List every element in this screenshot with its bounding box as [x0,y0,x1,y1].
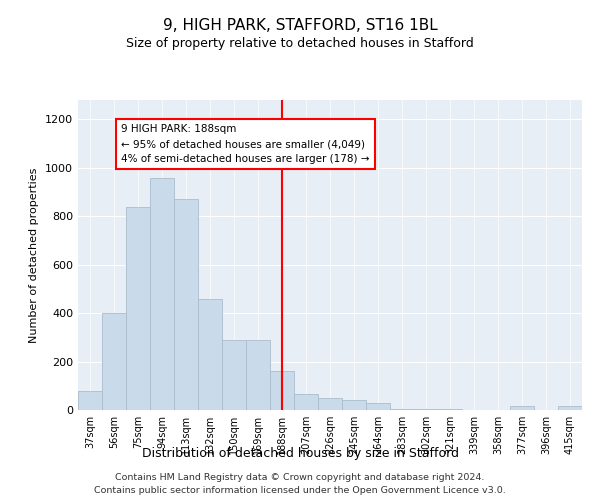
Bar [150,178,174,410]
Bar [102,313,126,410]
Bar [294,394,318,410]
Bar [342,400,366,410]
Bar [126,206,150,410]
Bar [414,409,438,410]
Bar [390,409,414,410]
Bar [78,390,102,410]
Bar [174,200,198,410]
Bar [558,406,582,410]
Bar [438,409,462,410]
Bar [222,340,246,410]
Text: Size of property relative to detached houses in Stafford: Size of property relative to detached ho… [126,38,474,51]
Text: 9, HIGH PARK, STAFFORD, ST16 1BL: 9, HIGH PARK, STAFFORD, ST16 1BL [163,18,437,32]
Bar [366,402,390,410]
Y-axis label: Number of detached properties: Number of detached properties [29,168,40,342]
Bar [270,371,294,410]
Bar [318,398,342,410]
Text: Contains HM Land Registry data © Crown copyright and database right 2024.: Contains HM Land Registry data © Crown c… [115,472,485,482]
Text: Distribution of detached houses by size in Stafford: Distribution of detached houses by size … [142,448,458,460]
Bar [510,406,534,410]
Bar [246,340,270,410]
Text: Contains public sector information licensed under the Open Government Licence v3: Contains public sector information licen… [94,486,506,495]
Bar [198,298,222,410]
Text: 9 HIGH PARK: 188sqm
← 95% of detached houses are smaller (4,049)
4% of semi-deta: 9 HIGH PARK: 188sqm ← 95% of detached ho… [121,124,370,164]
